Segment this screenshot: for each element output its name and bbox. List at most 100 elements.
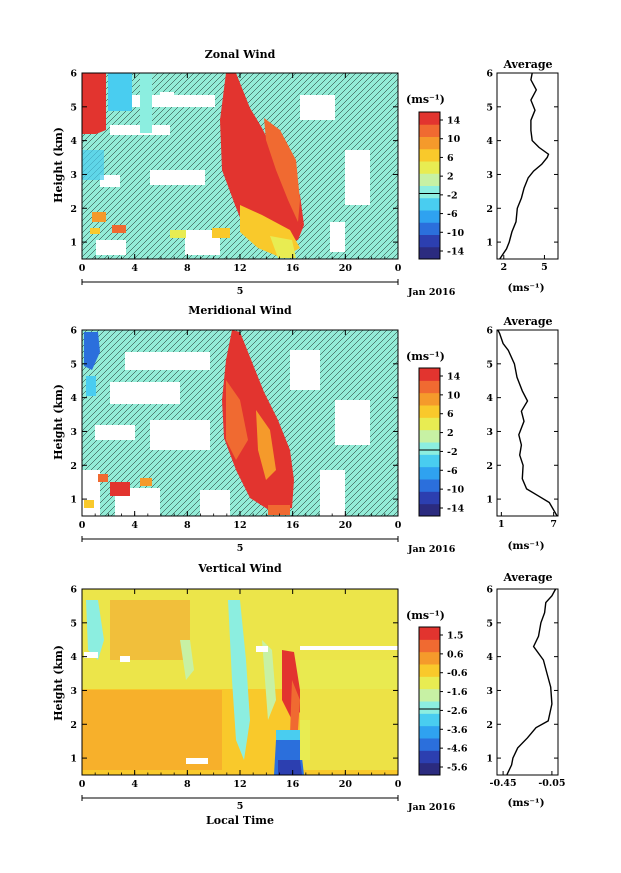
profile-x-tick-label: 7	[550, 519, 557, 530]
y-tick-label: 5	[70, 618, 77, 629]
colorbar-swatch	[419, 136, 440, 150]
x-tick-label: 16	[286, 520, 300, 531]
vertical-xlabel: Local Time	[206, 814, 274, 827]
colorbar-tick-label: -1.6	[447, 687, 468, 698]
zonal-ylabel: Height (km)	[52, 127, 65, 203]
profile-x-tick-label: -0.05	[538, 778, 565, 789]
profile-frame	[496, 588, 559, 776]
x-tick-label: 0	[395, 520, 402, 531]
colorbar-swatch	[419, 148, 440, 162]
vertical-heatmap-field	[82, 589, 398, 775]
colorbar-swatch	[419, 442, 440, 455]
colorbar-tick-label: 0.6	[447, 649, 464, 660]
colorbar-swatch	[419, 627, 440, 640]
profile-x-tick-label: 1	[498, 519, 505, 530]
x-tick-label: 4	[131, 263, 138, 274]
colorbar-tick-label: -10	[447, 485, 465, 496]
y-tick-label: 2	[70, 720, 77, 731]
colorbar-swatch	[419, 210, 440, 223]
profile-y-tick-label: 5	[486, 359, 493, 370]
colorbar-swatch	[419, 173, 440, 186]
colorbar-swatch	[419, 664, 440, 677]
profile-y-tick-label: 2	[486, 204, 493, 215]
colorbar-swatch	[419, 738, 440, 751]
colorbar-tick-label: -4.6	[447, 744, 468, 755]
colorbar-swatch	[419, 112, 440, 125]
profile-line	[499, 72, 550, 260]
colorbar-tick-label: -6	[447, 466, 458, 477]
x-tick-label: 8	[184, 263, 191, 274]
meridional-colorbar: 14 10 6 2 -2 -6 -10 -14	[418, 367, 465, 517]
y-tick-label: 5	[70, 102, 77, 113]
colorbar-swatch	[419, 429, 440, 443]
y-tick-label: 3	[70, 686, 77, 697]
x-tick-label: 0	[79, 779, 86, 790]
colorbar-swatch	[419, 405, 440, 418]
zonal-cbar-unit: (ms⁻¹)	[406, 93, 445, 106]
zonal-colorbar: 14 10 6 2 -2 -6 -10 -14	[418, 111, 465, 260]
vertical-profile: 1 2 3 4 5 6 -0.45 -0.05	[486, 585, 565, 790]
x-tick-label: 20	[339, 263, 353, 274]
zonal-profile-xlabel: (ms⁻¹)	[507, 282, 544, 294]
y-tick-label: 6	[70, 585, 77, 596]
profile-y-tick-label: 3	[486, 170, 493, 181]
vertical-day-label: 5	[237, 801, 244, 812]
x-tick-label: 12	[233, 263, 246, 274]
meridional-ylabel: Height (km)	[52, 384, 65, 460]
colorbar-swatch	[419, 185, 440, 199]
colorbar-tick-label: 10	[447, 134, 461, 145]
x-tick-label: 4	[131, 520, 138, 531]
colorbar-swatch	[419, 234, 440, 248]
y-tick-label: 6	[70, 326, 77, 337]
y-tick-label: 2	[70, 204, 77, 215]
colorbar-tick-label: 10	[447, 390, 461, 401]
colorbar-swatch	[419, 197, 440, 211]
x-tick-label: 0	[79, 520, 86, 531]
colorbar-frame	[418, 626, 441, 776]
colorbar-swatch	[419, 503, 440, 517]
profile-x-tick-label: 2	[500, 262, 507, 273]
y-tick-label: 1	[70, 238, 77, 249]
vertical-colorbar: 1.5 0.6 -0.6 -1.6 -2.6 -3.6 -4.6 -5.6	[418, 626, 468, 776]
vertical-ylabel: Height (km)	[52, 645, 65, 721]
zonal-title: Zonal Wind	[205, 48, 276, 61]
vertical-profile-title: Average	[502, 571, 552, 584]
colorbar-swatch	[419, 161, 440, 174]
profile-y-tick-label: 5	[486, 618, 493, 629]
y-tick-label: 4	[70, 652, 77, 663]
profile-y-tick-label: 5	[486, 102, 493, 113]
colorbar-swatch	[419, 651, 440, 665]
y-tick-label: 2	[70, 461, 77, 472]
colorbar-swatch	[419, 479, 440, 492]
colorbar-swatch	[419, 725, 440, 739]
profile-x-tick-label: 5	[541, 262, 548, 273]
colorbar-swatch	[419, 639, 440, 653]
colorbar-swatch	[419, 713, 440, 727]
meridional-day-label: 5	[237, 543, 244, 554]
profile-y-tick-label: 2	[486, 720, 493, 731]
colorbar-swatch	[419, 246, 440, 260]
zonal-profile: 1 2 3 4 5 6 2 5	[486, 69, 559, 273]
colorbar-swatch	[419, 380, 440, 394]
colorbar-tick-label: -2.6	[447, 706, 468, 717]
colorbar-swatch	[419, 491, 440, 505]
profile-x-tick-label: -0.45	[490, 778, 517, 789]
colorbar-swatch	[419, 701, 440, 714]
meridional-profile-title: Average	[502, 315, 552, 328]
zonal-heatmap-field	[82, 73, 398, 259]
x-tick-label: 0	[395, 779, 402, 790]
colorbar-swatch	[419, 124, 440, 137]
colorbar-tick-label: -14	[447, 247, 465, 258]
colorbar-tick-label: -2	[447, 190, 458, 201]
colorbar-swatch	[419, 368, 440, 381]
profile-frame	[496, 329, 559, 517]
colorbar-tick-label: -2	[447, 447, 458, 458]
panel-vertical: Vertical Wind Height (km)	[52, 562, 565, 827]
colorbar-tick-label: 14	[447, 116, 461, 127]
x-tick-label: 4	[131, 779, 138, 790]
meridional-profile: 1 2 3 4 5 6 1 7	[486, 326, 559, 530]
colorbar-swatch	[419, 466, 440, 480]
